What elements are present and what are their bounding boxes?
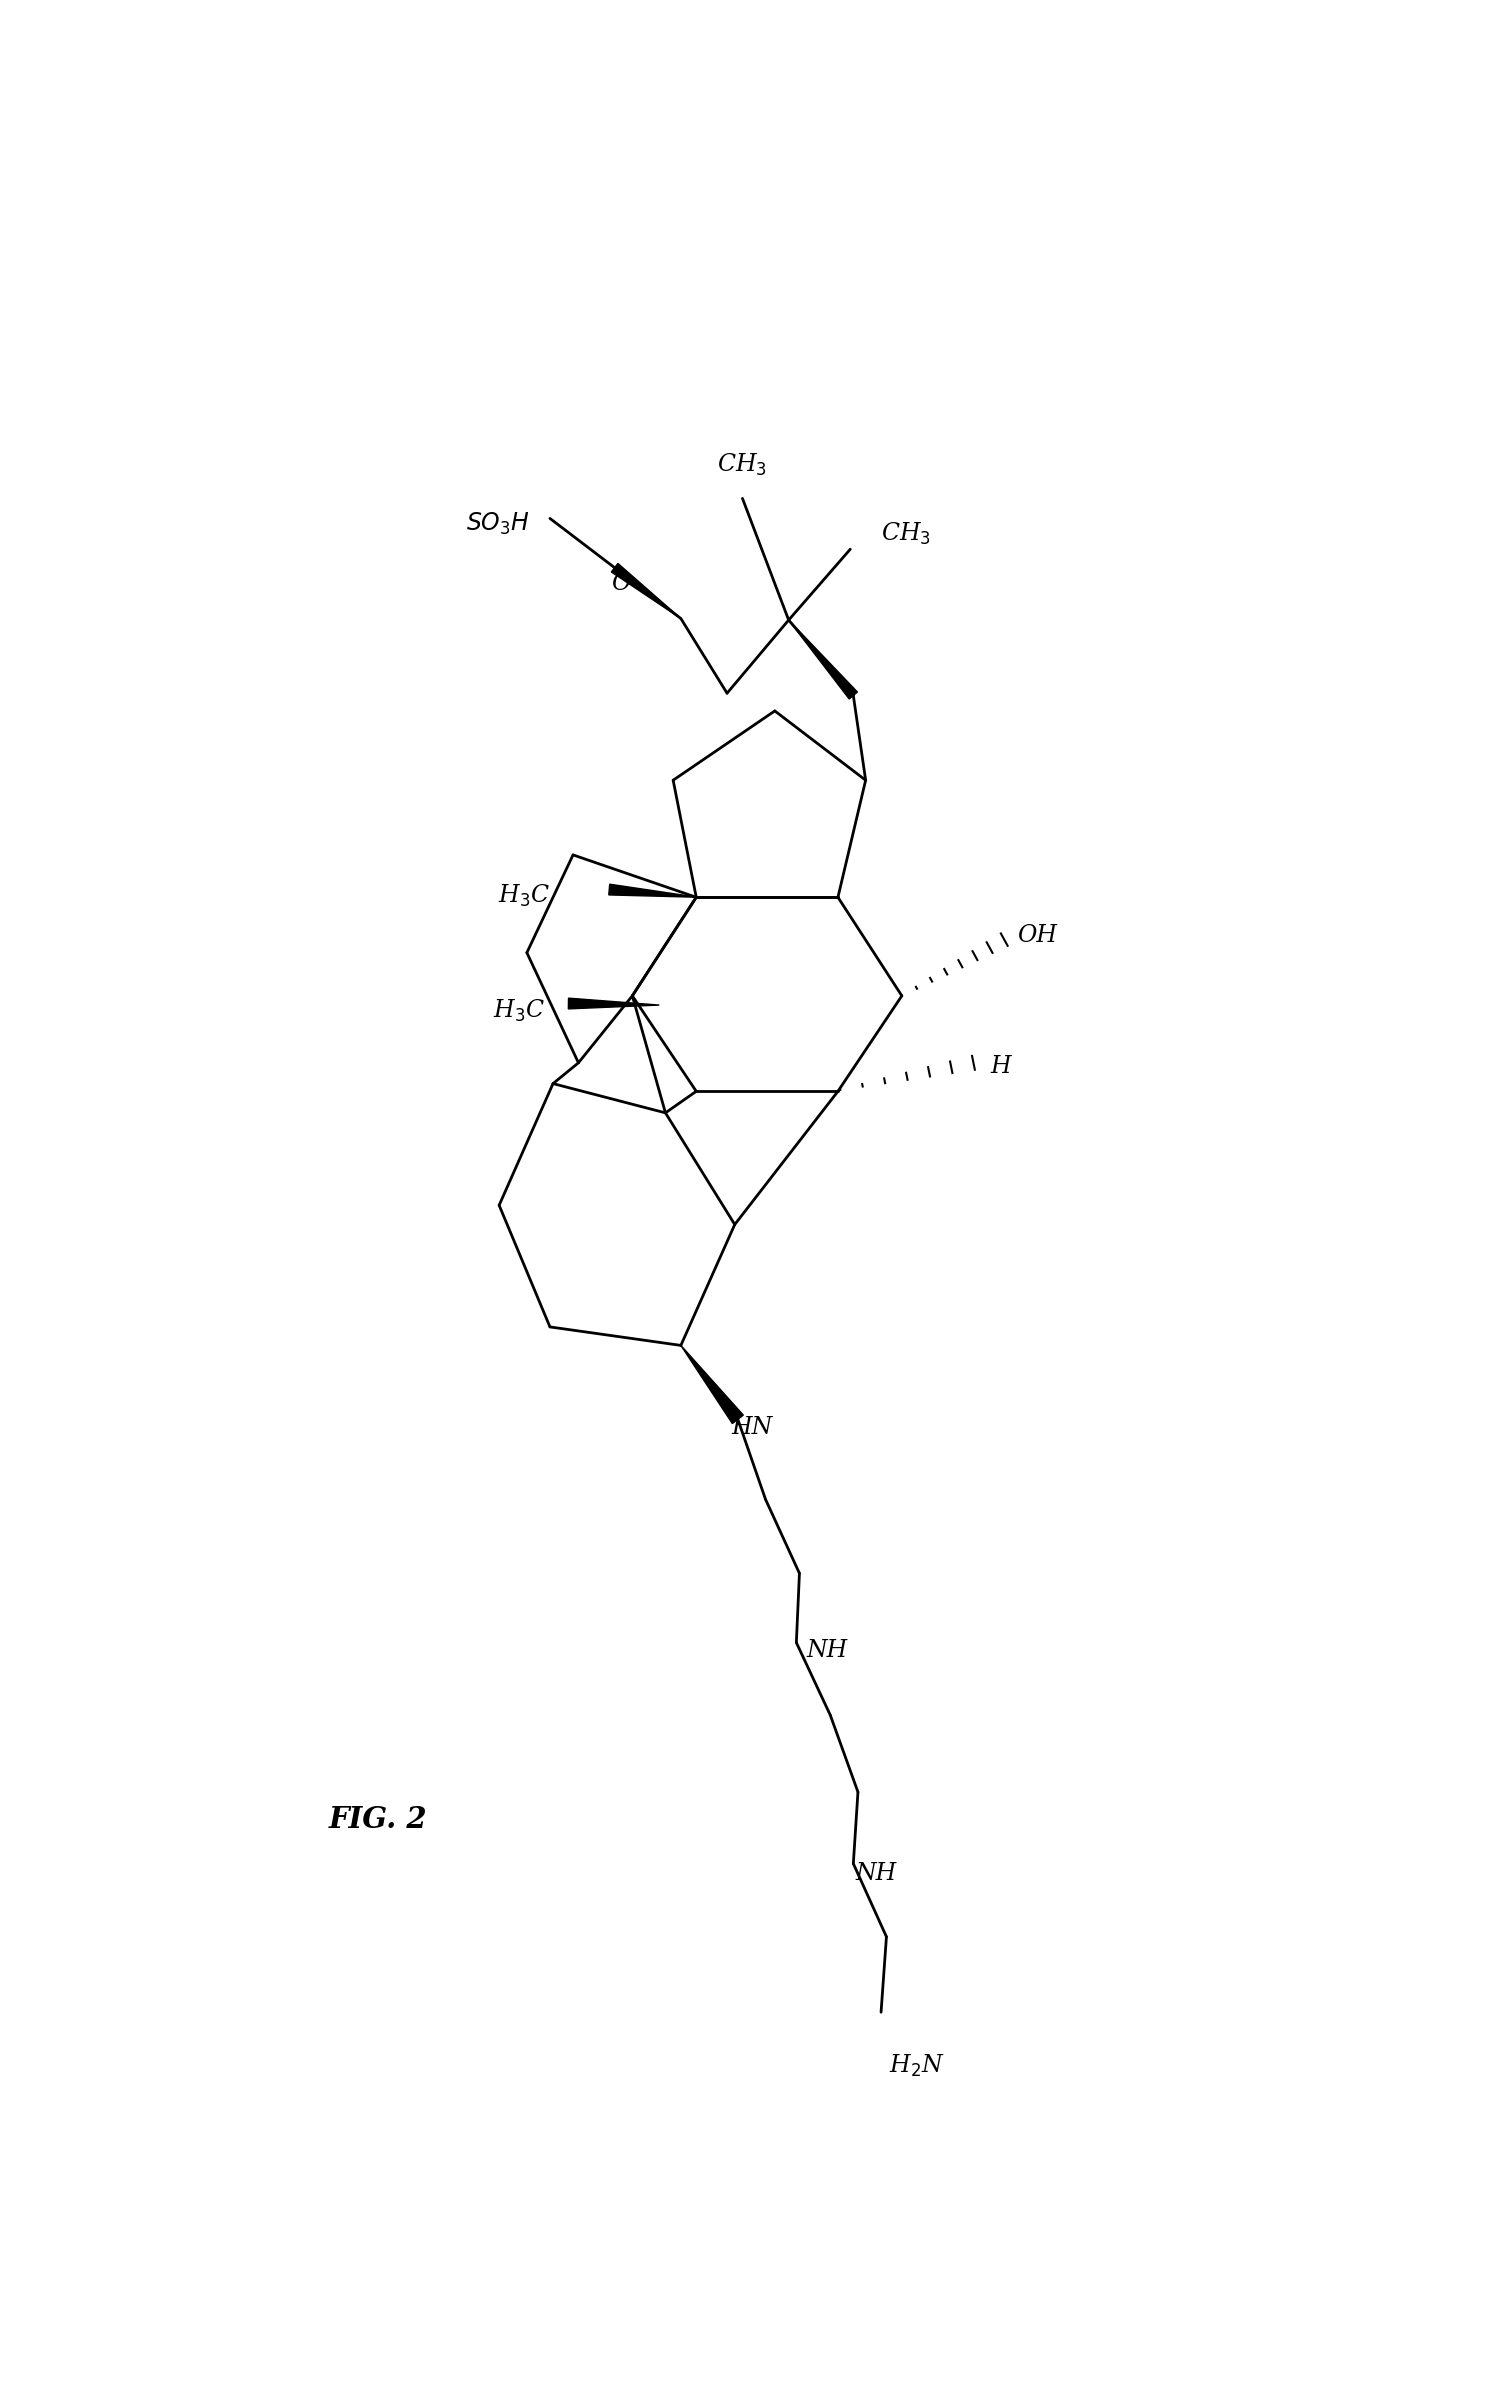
Text: HN: HN	[732, 1416, 772, 1438]
Text: OH: OH	[1017, 925, 1057, 946]
Text: H: H	[990, 1055, 1011, 1079]
Text: $SO_3H$: $SO_3H$	[465, 510, 529, 537]
Polygon shape	[611, 563, 681, 619]
Polygon shape	[681, 1346, 744, 1423]
Text: NH: NH	[857, 1861, 897, 1885]
Text: NH: NH	[806, 1640, 848, 1662]
Text: O: O	[611, 573, 630, 595]
Text: H$_3$C: H$_3$C	[498, 884, 550, 908]
Text: CH$_3$: CH$_3$	[717, 450, 767, 477]
Text: CH$_3$: CH$_3$	[880, 520, 931, 547]
Polygon shape	[788, 619, 858, 698]
Text: FIG. 2: FIG. 2	[329, 1806, 427, 1835]
Polygon shape	[568, 999, 659, 1009]
Text: H$_2$N: H$_2$N	[889, 2054, 946, 2078]
Text: H$_3$C: H$_3$C	[494, 999, 546, 1023]
Polygon shape	[608, 884, 697, 898]
